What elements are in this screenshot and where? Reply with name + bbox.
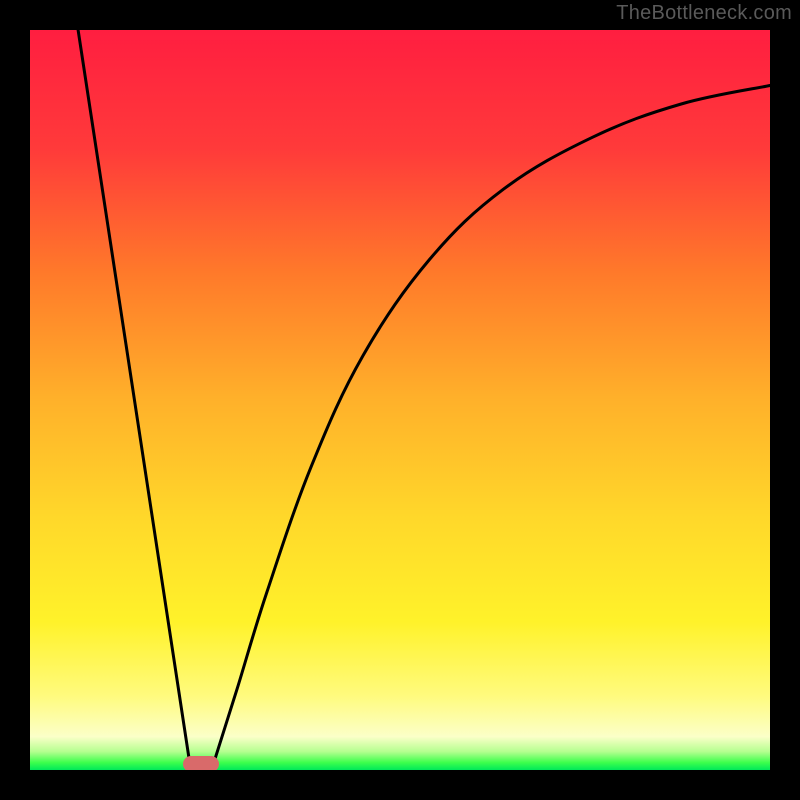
minimum-marker xyxy=(183,756,219,772)
plot-area xyxy=(30,30,770,770)
bottleneck-curve xyxy=(30,30,770,770)
watermark-text: TheBottleneck.com xyxy=(616,2,792,25)
